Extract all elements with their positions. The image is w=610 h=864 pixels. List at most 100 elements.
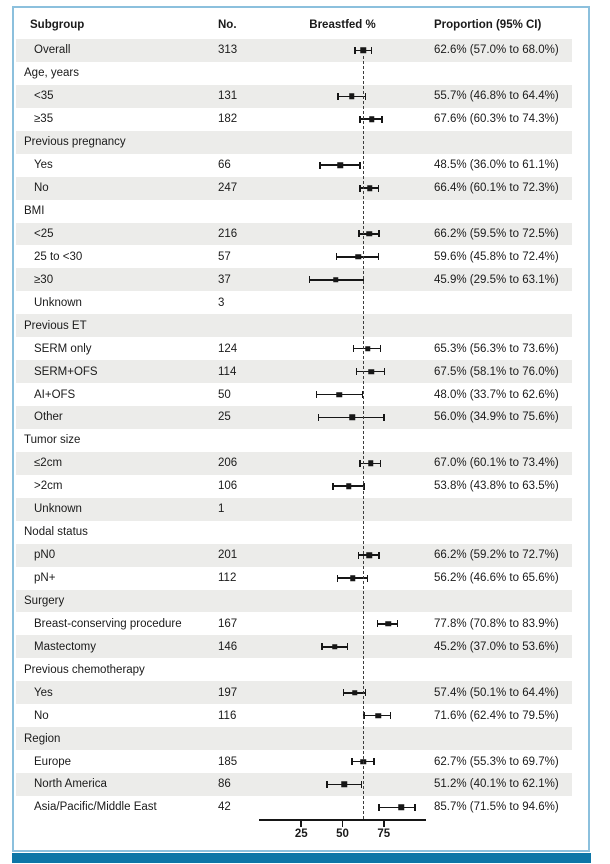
ci-plot-cell: [260, 314, 425, 337]
ci-cap-left: [359, 459, 361, 467]
table-row: <35 131 55.7% (46.8% to 64.4%): [16, 84, 572, 108]
table-row: No 247 66.4% (60.1% to 72.3%): [16, 176, 572, 200]
n-value: 216: [218, 227, 238, 240]
table-row: Region: [16, 727, 572, 751]
table-row: SERM+OFS 114 67.5% (58.1% to 76.0%): [16, 360, 572, 384]
ci-text: 51.2% (40.1% to 62.1%): [434, 778, 559, 791]
ci-plot-cell: [260, 567, 425, 590]
ci-plot-cell: [260, 796, 425, 819]
n-value: 116: [218, 709, 237, 722]
n-value: 86: [218, 778, 231, 791]
ci-cap-right: [379, 345, 382, 353]
ci-plot-cell: [260, 590, 425, 613]
bottom-accent-bar: [12, 853, 591, 863]
ci-cap-right: [396, 620, 399, 628]
subgroup-label: ≤2cm: [34, 457, 63, 470]
ci-cap-right: [383, 368, 386, 376]
ci-plot-cell: [260, 429, 425, 452]
n-value: 182: [218, 113, 238, 126]
table-row: pN+ 112 56.2% (46.6% to 65.6%): [16, 567, 572, 590]
table-row: Other 25 56.0% (34.9% to 75.6%): [16, 406, 572, 429]
n-value: 57: [218, 250, 231, 263]
ci-plot-cell: [260, 612, 425, 635]
ci-plot-cell: [260, 383, 425, 406]
table-row: 25 to <30 57 59.6% (45.8% to 72.4%): [16, 245, 572, 268]
n-value: 114: [218, 365, 237, 378]
point-marker: [360, 47, 367, 54]
ci-cap-right: [346, 643, 349, 651]
table-rows: Overall 313 62.6% (57.0% to 68.0%) Age, yea…: [16, 39, 572, 819]
point-marker: [349, 575, 356, 581]
ci-plot-cell: [260, 337, 425, 360]
table-row: Surgery: [16, 589, 572, 613]
ci-text: 62.7% (55.3% to 69.7%): [434, 755, 559, 768]
ci-text: 53.8% (43.8% to 63.5%): [434, 480, 559, 493]
table-row: Unknown 1: [16, 497, 572, 521]
ci-text: 67.6% (60.3% to 74.3%): [434, 113, 559, 126]
ci-plot-cell: [260, 475, 425, 498]
axis-tick-label: 75: [377, 828, 391, 840]
subgroup-label: Yes: [34, 686, 53, 699]
ci-text: 45.9% (29.5% to 63.1%): [434, 273, 559, 286]
ci-cap-left: [337, 92, 339, 100]
n-value: 197: [218, 686, 238, 699]
table-row: Mastectomy 146 45.2% (37.0% to 53.6%): [16, 635, 572, 659]
ci-cap-right: [360, 780, 363, 788]
ci-cap-left: [376, 620, 379, 628]
table-row: Previous pregnancy: [16, 130, 572, 154]
ci-plot-cell: [260, 245, 425, 268]
ci-cap-right: [373, 758, 375, 766]
ci-cap-left: [351, 758, 353, 766]
ci-text: 48.0% (33.7% to 62.6%): [434, 388, 559, 401]
ci-cap-left: [352, 345, 355, 353]
point-marker: [398, 804, 405, 811]
ci-plot-cell: [260, 658, 425, 681]
ci-cap-left: [354, 46, 356, 54]
ci-plot-cell: [260, 62, 425, 85]
n-value: 206: [218, 457, 238, 470]
table-row: Tumor size: [16, 429, 572, 452]
ci-cap-left: [335, 253, 338, 261]
table-row: North America 86 51.2% (40.1% to 62.1%): [16, 773, 572, 796]
subgroup-label: Unknown: [34, 296, 82, 309]
ci-plot-cell: [260, 773, 425, 796]
n-value: 106: [218, 480, 238, 493]
ci-plot-cell: [260, 291, 425, 314]
subgroup-label: <25: [34, 227, 54, 240]
ci-text: 55.7% (46.8% to 64.4%): [434, 90, 559, 103]
ci-plot-cell: [260, 750, 425, 773]
table-row: ≥30 37 45.9% (29.5% to 63.1%): [16, 268, 572, 292]
ci-cap-left: [308, 276, 311, 284]
ci-cap-right: [377, 253, 380, 261]
table-row: BMI: [16, 200, 572, 223]
n-value: 185: [218, 755, 238, 768]
ci-cap-right: [379, 459, 382, 467]
subgroup-label: AI+OFS: [34, 388, 76, 401]
subgroup-label: Age, years: [24, 67, 79, 80]
table-row: Overall 313 62.6% (57.0% to 68.0%): [16, 39, 572, 62]
n-value: 3: [218, 296, 225, 309]
point-marker: [368, 368, 375, 375]
point-marker: [346, 483, 352, 490]
ci-cap-left: [315, 391, 318, 399]
subgroup-label: Region: [24, 732, 61, 745]
ci-text: 66.4% (60.1% to 72.3%): [434, 182, 559, 195]
ci-plot-cell: [260, 406, 425, 429]
subgroup-label: Europe: [34, 755, 72, 768]
axis-tick: [341, 820, 344, 827]
ci-cap-right: [380, 115, 383, 123]
column-header-no: No.: [218, 19, 237, 31]
ci-plot-cell: [260, 360, 425, 383]
ci-text: 45.2% (37.0% to 53.6%): [434, 640, 559, 653]
ci-cap-left: [317, 413, 320, 421]
ci-cap-right: [361, 391, 364, 399]
n-value: 66: [218, 159, 231, 172]
ci-text: 48.5% (36.0% to 61.1%): [434, 159, 559, 172]
ci-cap-right: [370, 46, 373, 54]
subgroup-label: SERM only: [34, 342, 92, 355]
point-marker: [341, 781, 348, 788]
ci-plot-cell: [260, 681, 425, 704]
table-row: Yes 197 57.4% (50.1% to 64.4%): [16, 681, 572, 705]
point-marker: [331, 644, 338, 650]
